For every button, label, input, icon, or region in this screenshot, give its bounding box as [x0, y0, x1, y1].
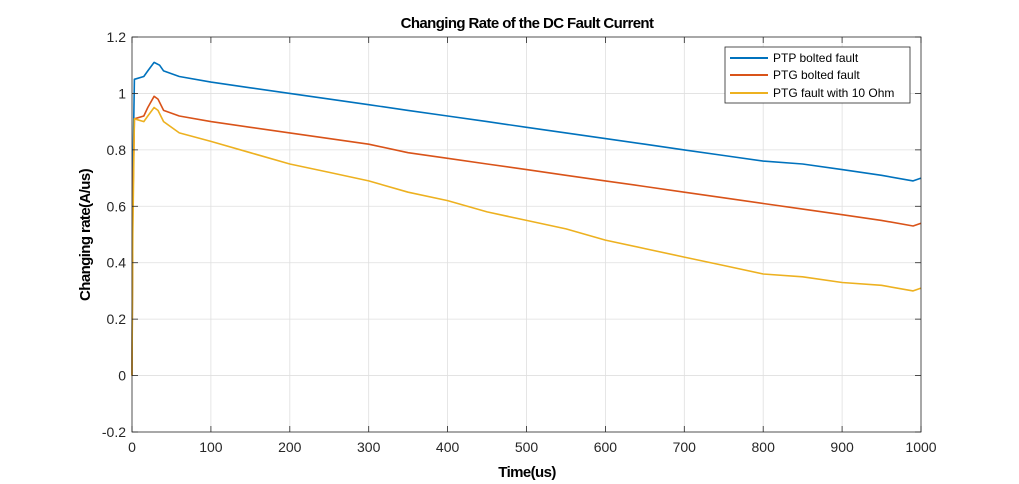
- chart-title: Changing Rate of the DC Fault Current: [401, 15, 654, 32]
- legend-label-ptg-10ohm: PTG fault with 10 Ohm: [773, 86, 894, 100]
- legend-label-ptg: PTG bolted fault: [773, 68, 860, 82]
- y-tick-label: 0: [118, 368, 126, 384]
- ticks: 0 100 200 300 400 500 600 700 800 900 1000-0.200.2…: [102, 29, 937, 455]
- y-tick-label: 0.2: [107, 311, 127, 327]
- x-tick-label: 900: [830, 439, 854, 455]
- series-line-ptp: [131, 61, 922, 376]
- x-tick-label: 400: [436, 439, 460, 455]
- y-tick-label: 1.2: [107, 29, 127, 45]
- series-line-ptg: [131, 95, 922, 376]
- x-tick-label: 800: [752, 439, 776, 455]
- legend: PTP bolted fault PTG bolted fault PTG fa…: [724, 46, 911, 104]
- x-tick-label: 700: [673, 439, 697, 455]
- y-tick-label: -0.2: [102, 424, 126, 440]
- series-group: [131, 61, 922, 376]
- grid: [132, 37, 921, 432]
- x-tick-label: 0: [128, 439, 136, 455]
- x-tick-label: 300: [357, 439, 381, 455]
- x-tick-label: 600: [594, 439, 618, 455]
- x-tick-label: 1000: [905, 439, 936, 455]
- y-tick-label: 0.6: [107, 198, 127, 214]
- y-tick-label: 1: [118, 85, 126, 101]
- y-axis-title: Changing rate(A/us): [77, 168, 94, 301]
- x-tick-label: 200: [278, 439, 302, 455]
- x-tick-label: 500: [515, 439, 539, 455]
- x-tick-label: 100: [199, 439, 223, 455]
- x-axis-title: Time(us): [498, 464, 556, 481]
- y-tick-label: 0.4: [107, 255, 127, 271]
- y-tick-label: 0.8: [107, 142, 127, 158]
- legend-label-ptp: PTP bolted fault: [773, 51, 859, 65]
- series-line-ptg-10ohm: [131, 106, 922, 376]
